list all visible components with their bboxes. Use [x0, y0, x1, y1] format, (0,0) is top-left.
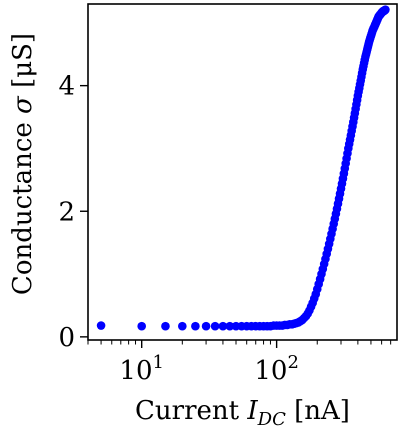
data-points — [96, 5, 390, 331]
data-point — [381, 5, 390, 14]
y-tick-label: 2 — [58, 197, 75, 227]
data-point — [96, 321, 106, 330]
data-point — [137, 321, 146, 331]
y-tick-label: 0 — [58, 323, 75, 353]
data-point — [210, 321, 220, 331]
data-point — [161, 321, 170, 331]
data-point — [191, 321, 200, 331]
plot-frame — [87, 3, 398, 341]
data-point — [178, 321, 187, 331]
y-axis-label: Conductance σ [μS] — [8, 33, 38, 295]
y-tick-label: 4 — [58, 72, 75, 102]
x-tick-label: 102 — [254, 352, 299, 386]
axis-ticks: 101 102 0 2 4 — [58, 72, 392, 386]
x-tick-label: 101 — [119, 352, 164, 386]
data-point — [218, 321, 228, 331]
x-axis-label: Current IDC [nA] — [135, 396, 350, 430]
data-point — [225, 321, 235, 331]
data-point — [201, 321, 211, 331]
